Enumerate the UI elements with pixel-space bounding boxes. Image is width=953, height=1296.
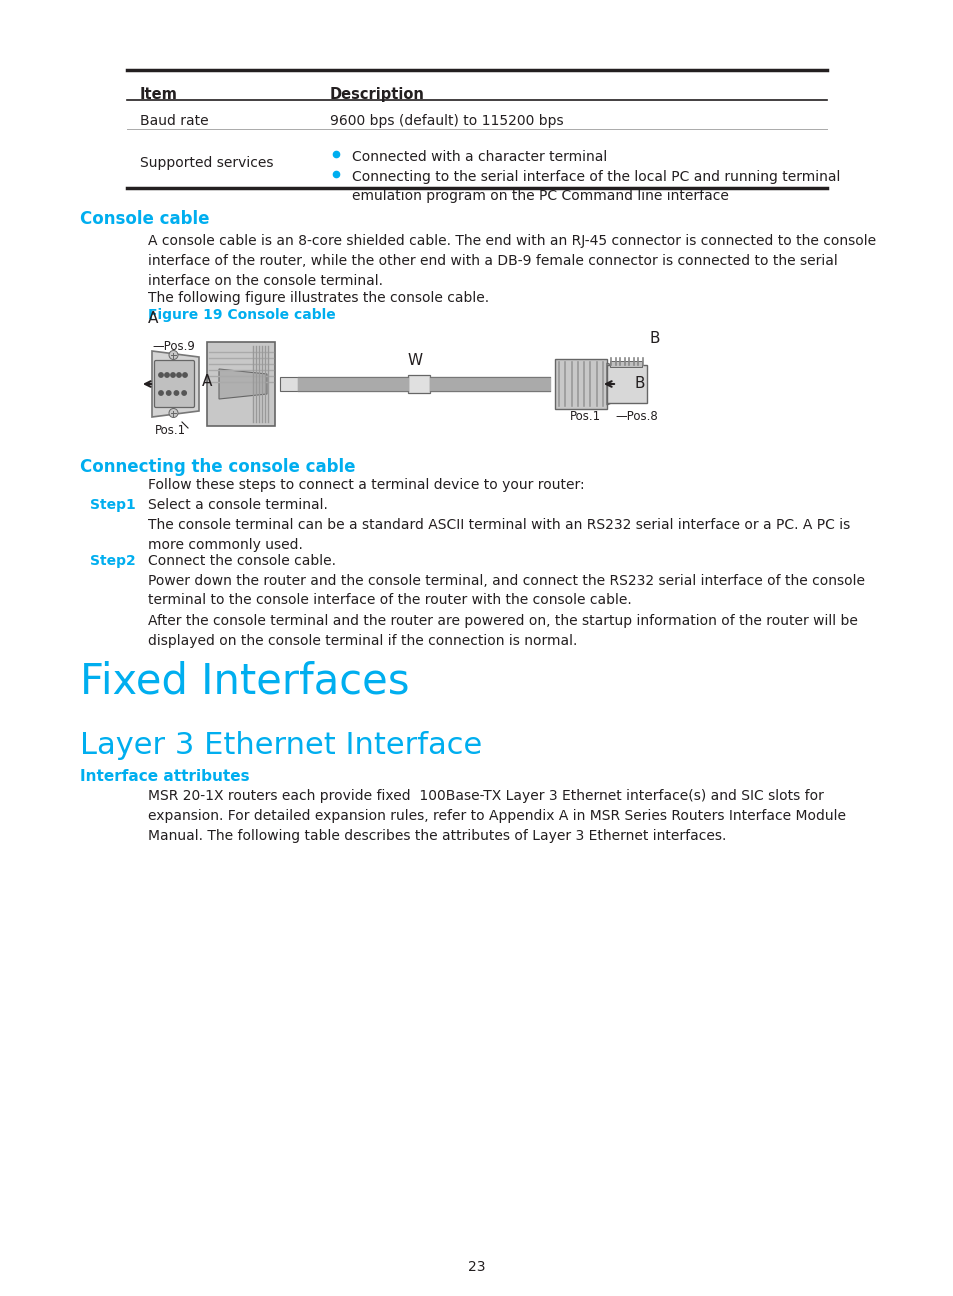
- Text: The console terminal can be a standard ASCII terminal with an RS232 serial inter: The console terminal can be a standard A…: [148, 518, 849, 552]
- Circle shape: [171, 373, 175, 377]
- Text: Baud rate: Baud rate: [140, 114, 209, 128]
- Text: Pos.1: Pos.1: [154, 424, 186, 437]
- Text: Step1: Step1: [90, 498, 135, 512]
- FancyBboxPatch shape: [154, 360, 194, 407]
- Text: A console cable is an 8-core shielded cable. The end with an RJ-45 connector is : A console cable is an 8-core shielded ca…: [148, 235, 875, 288]
- Text: Step2: Step2: [90, 553, 135, 568]
- FancyBboxPatch shape: [555, 359, 606, 410]
- Circle shape: [183, 373, 187, 377]
- Circle shape: [174, 391, 178, 395]
- Polygon shape: [606, 363, 626, 404]
- Circle shape: [167, 391, 171, 395]
- Text: Connecting to the serial interface of the local PC and running terminal
emulatio: Connecting to the serial interface of th…: [352, 170, 840, 203]
- Text: Power down the router and the console terminal, and connect the RS232 serial int: Power down the router and the console te…: [148, 574, 864, 608]
- Text: Console cable: Console cable: [80, 210, 210, 228]
- Circle shape: [176, 373, 181, 377]
- Text: Figure 19 Console cable: Figure 19 Console cable: [148, 308, 335, 321]
- Polygon shape: [219, 369, 267, 399]
- Text: Supported services: Supported services: [140, 156, 274, 170]
- Text: Follow these steps to connect a terminal device to your router:: Follow these steps to connect a terminal…: [148, 478, 584, 492]
- FancyBboxPatch shape: [606, 365, 646, 403]
- Text: —Pos.8: —Pos.8: [615, 410, 657, 422]
- Text: B: B: [635, 377, 645, 391]
- Text: Connect the console cable.: Connect the console cable.: [148, 553, 335, 568]
- Polygon shape: [152, 351, 199, 417]
- Text: Select a console terminal.: Select a console terminal.: [148, 498, 328, 512]
- FancyBboxPatch shape: [280, 377, 297, 391]
- Circle shape: [165, 373, 169, 377]
- Circle shape: [158, 373, 163, 377]
- Circle shape: [169, 408, 178, 417]
- Text: A: A: [148, 311, 158, 327]
- Text: Item: Item: [140, 87, 177, 102]
- Text: Interface attributes: Interface attributes: [80, 769, 250, 784]
- FancyBboxPatch shape: [408, 375, 430, 393]
- Text: Fixed Interfaces: Fixed Interfaces: [80, 661, 409, 702]
- Text: Connected with a character terminal: Connected with a character terminal: [352, 150, 607, 165]
- Text: MSR 20-1X routers each provide fixed  100Base-TX Layer 3 Ethernet interface(s) a: MSR 20-1X routers each provide fixed 100…: [148, 789, 845, 844]
- Text: The following figure illustrates the console cable.: The following figure illustrates the con…: [148, 292, 489, 305]
- FancyBboxPatch shape: [609, 362, 641, 367]
- Text: A: A: [202, 373, 213, 389]
- Circle shape: [158, 391, 163, 395]
- Text: 23: 23: [468, 1260, 485, 1274]
- FancyBboxPatch shape: [207, 342, 274, 426]
- Text: After the console terminal and the router are powered on, the startup informatio: After the console terminal and the route…: [148, 614, 857, 648]
- Text: B: B: [649, 330, 659, 346]
- Text: W: W: [407, 353, 422, 368]
- Text: Connecting the console cable: Connecting the console cable: [80, 457, 355, 476]
- Text: 9600 bps (default) to 115200 bps: 9600 bps (default) to 115200 bps: [330, 114, 563, 128]
- Text: Pos.1: Pos.1: [569, 410, 600, 422]
- Text: Description: Description: [330, 87, 424, 102]
- Circle shape: [169, 350, 178, 359]
- Text: —Pos.9: —Pos.9: [152, 340, 194, 353]
- Circle shape: [182, 391, 186, 395]
- Text: Layer 3 Ethernet Interface: Layer 3 Ethernet Interface: [80, 731, 482, 759]
